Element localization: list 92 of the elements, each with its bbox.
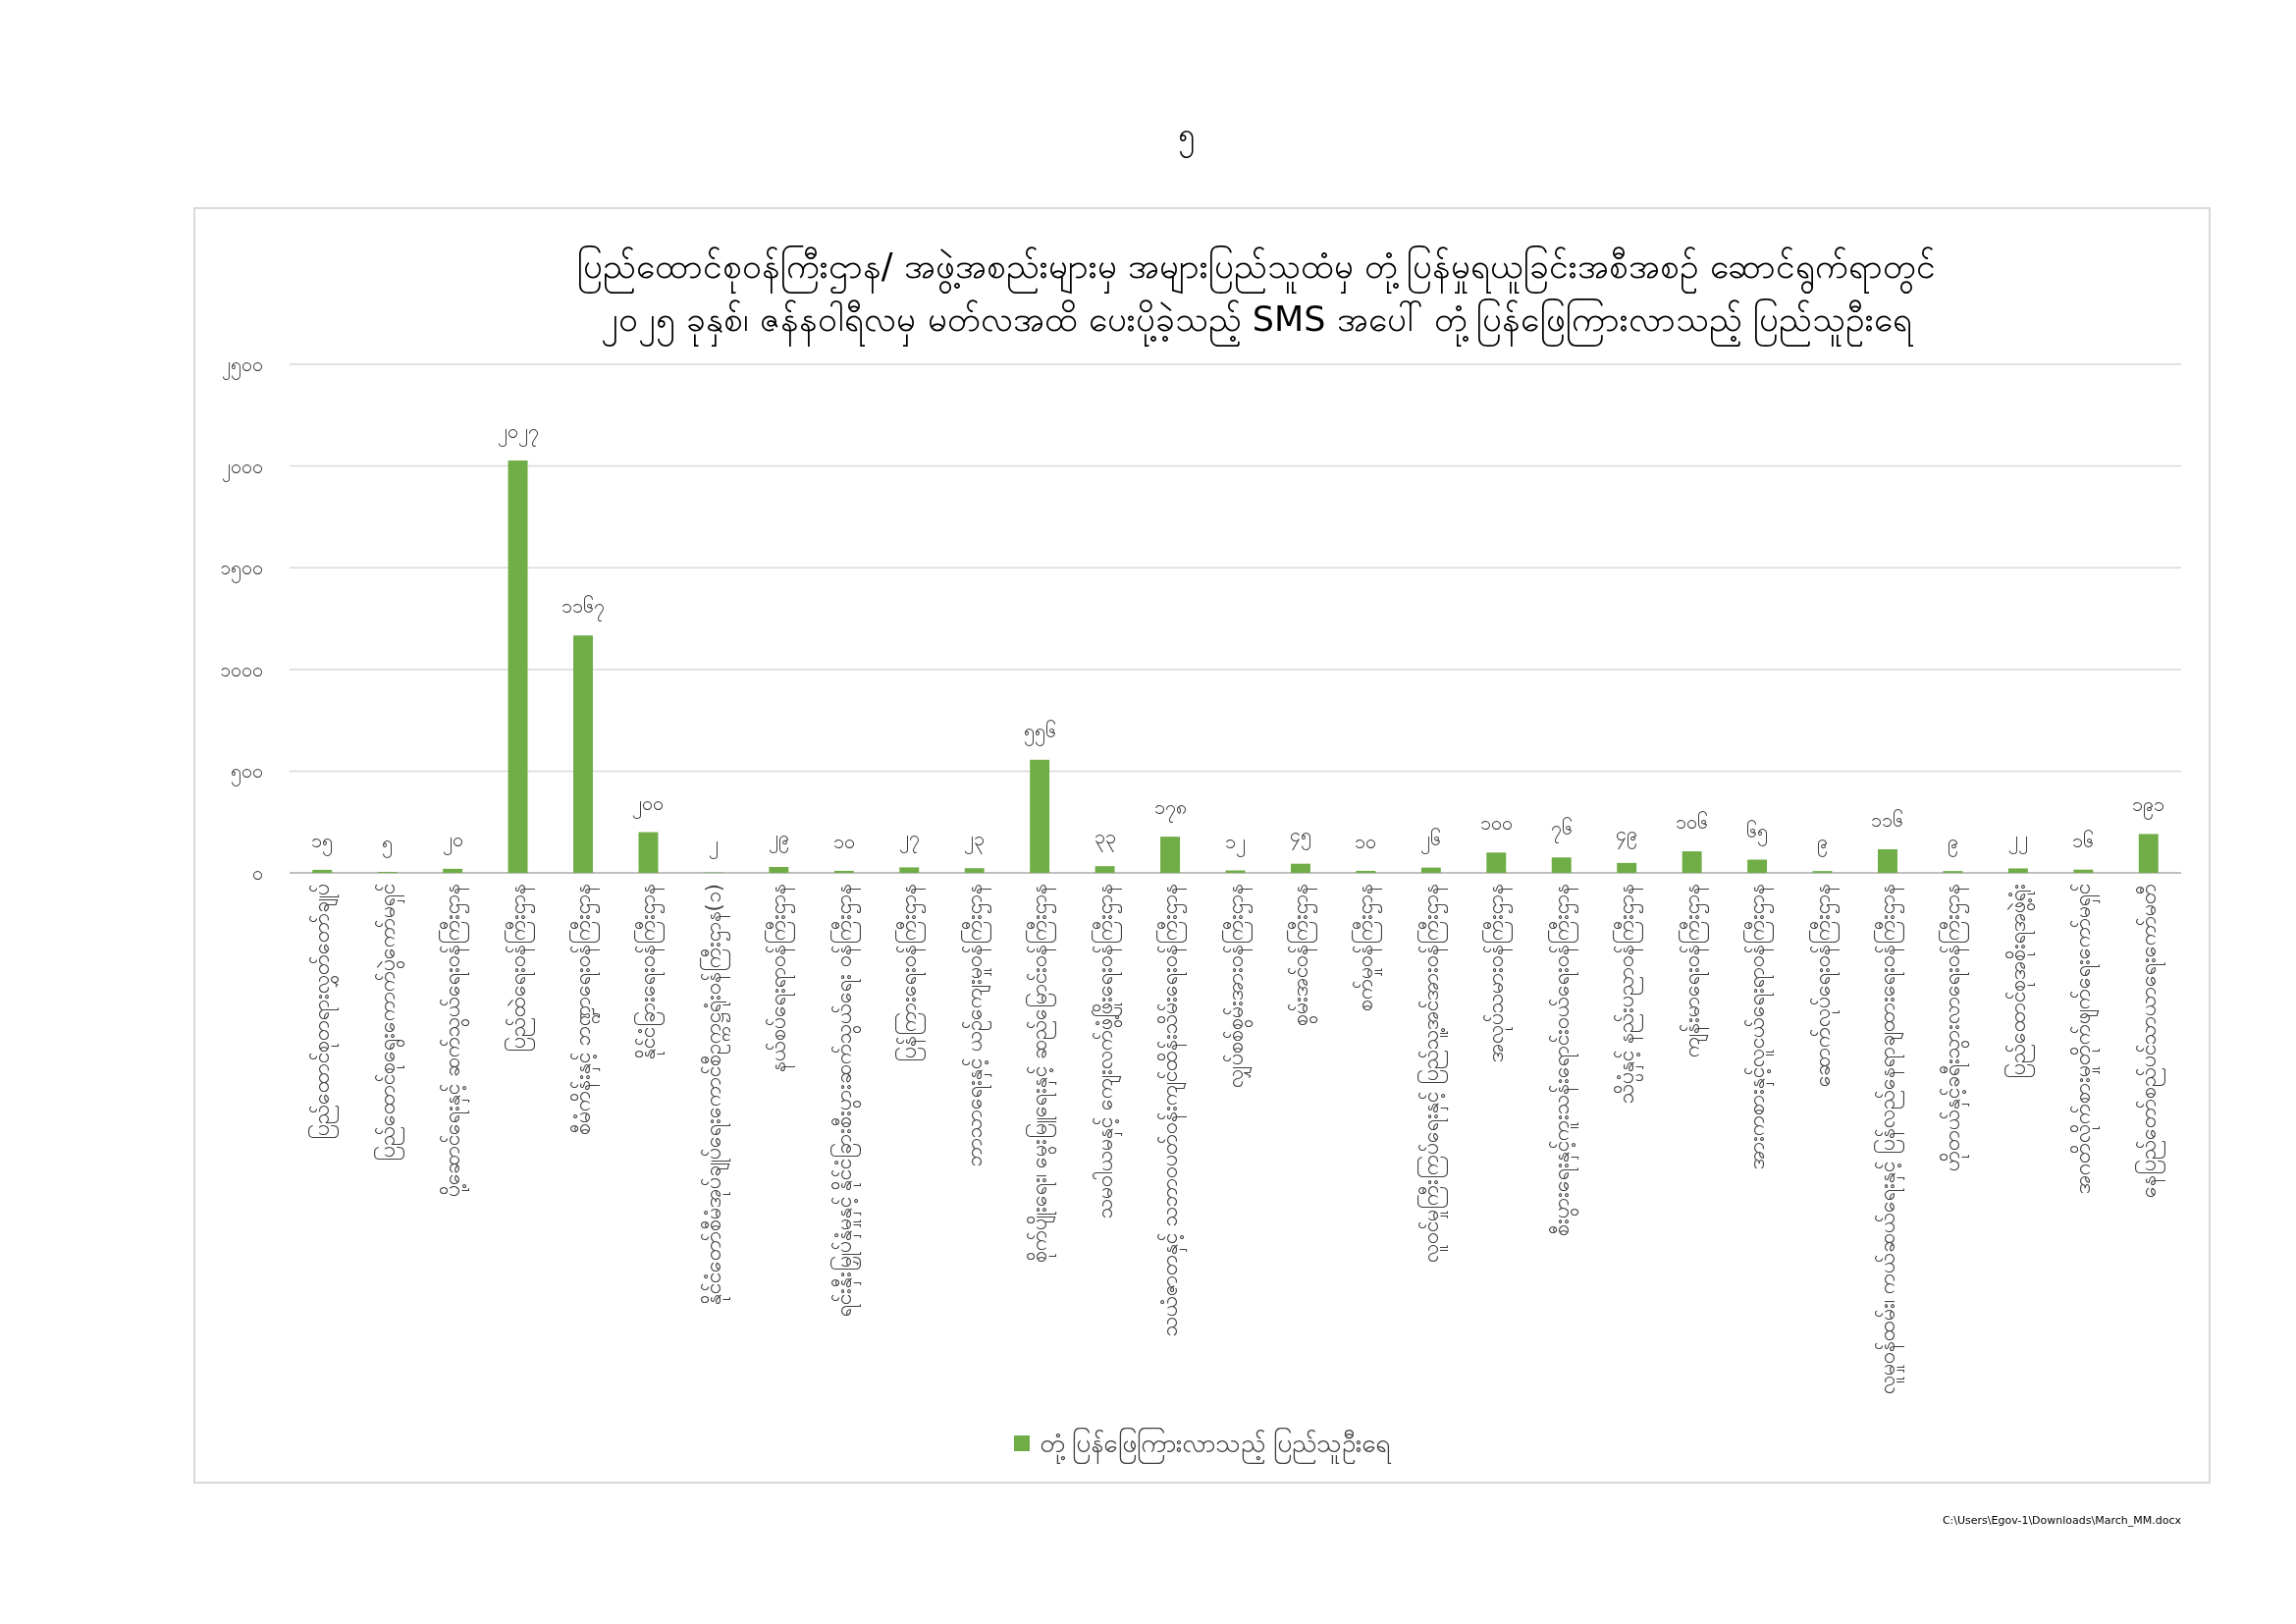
- y-tick-label: ၂၀၀၀: [222, 455, 263, 482]
- data-label: ၁၁၆၇: [561, 594, 606, 623]
- data-label: ၅: [382, 830, 394, 858]
- data-label: ၁၇၈: [1153, 795, 1187, 824]
- x-tick-label: ပို့ဆောင်ရေးနှင့် ဆက်သွယ်ရေးဝန်ကြီးဌာန: [439, 884, 471, 1197]
- x-tick-label: ရင်းနှီးမြှုပ်နှံမှုနှင့် နိုင်ငံခြားစီးပွားဆက်သွယ်ရေး ဝန်ကြီးဌာန: [829, 884, 862, 1318]
- data-label: ၁၀: [832, 829, 855, 853]
- bar: [1878, 848, 1897, 873]
- x-tick-label: ပြန်ကြားရေးဝန်ကြီးဌာန: [895, 884, 927, 1062]
- bar: [1747, 859, 1768, 873]
- bar: [573, 635, 593, 873]
- bar: [1486, 852, 1507, 873]
- x-tick-label: နေပြည်တော်စည်ပင်သာယာရေးကော်မတီ: [2134, 884, 2165, 1198]
- data-label: ၁၀: [1355, 829, 1377, 853]
- y-tick-label: ၂၅၀၀: [222, 353, 263, 380]
- data-label: ၂၀: [442, 827, 463, 855]
- data-label: ၁၀၆: [1676, 810, 1709, 835]
- y-tick-label: ၁၀၀၀: [220, 658, 263, 680]
- y-tick-label: ၀: [252, 862, 263, 884]
- x-tick-label: ပြည်ထောင်စုရွေးကောက်ပွဲကော်မရှင်: [373, 884, 405, 1162]
- data-label: ၂၉: [768, 825, 789, 853]
- data-label: ၉: [1947, 830, 1958, 858]
- x-tick-label: စီမံကိန်းနှင့် ဘဏ္ဍာရေးဝန်ကြီးဌာန: [569, 884, 602, 1135]
- data-label: ၉: [1817, 830, 1829, 858]
- bar: [769, 866, 789, 873]
- bar: [507, 460, 528, 873]
- x-tick-label: နိုင်ငံတော်စီမံအုပ်ချုပ်ရေးကောင်စီဥက္ကဋ္ဌရုံးဝန်ကြီးဌာန(၁): [699, 884, 731, 1306]
- data-label: ၁၂: [1225, 829, 1246, 857]
- data-label: ၂၀၀: [632, 790, 665, 819]
- x-tick-label: ပြည်ထဲရေးဝန်ကြီးဌာန: [504, 884, 535, 1053]
- x-tick-label: လူမှုဝန်ထမ်း၊ ကယ်ဆယ်ရေးနှင့် ပြန်လည်နေရာချထားရေးဝန်ကြီးဌာန: [1873, 884, 1905, 1395]
- x-tick-label: အားကစားနှင့်လူငယ်ရေးရာဝန်ကြီးဌာန: [1743, 884, 1776, 1169]
- bar: [1617, 862, 1637, 873]
- data-label: ၆၅: [1746, 818, 1769, 846]
- data-label: ၁၀၀: [1479, 811, 1513, 836]
- x-tick-label: စွမ်းအင်ဝန်ကြီးဌာန: [1286, 884, 1318, 1026]
- data-label: ၁၉၁: [2132, 792, 2165, 821]
- x-tick-label: သယံဇာတနှင့် သဘာဝပတ်ဝန်းကျင်ထိန်းသိမ်းရေးဝန်ကြီးဌာန: [1156, 884, 1189, 1336]
- data-label: ၂၃: [964, 827, 986, 855]
- data-label: ၂: [708, 831, 719, 859]
- x-tick-label: စီးပွားရေးနှင့်ကူးသန်းရောင်းဝယ်ရေးဝန်ကြီးဌာန: [1547, 884, 1579, 1236]
- bar: [1160, 837, 1181, 873]
- bar: [638, 832, 659, 873]
- bar: [2138, 834, 2159, 873]
- annotation: C:\Users\Egov-1\Downloads\March_MM.docx: [1942, 1513, 2181, 1527]
- title: ပြည်ထောင်စုဝန်ကြီးဌာန/ အဖွဲ့အစည်းများမှ အများပြည်သူထံမှ တုံ့ပြန်မှုရယူခြင်းအစီအစဉ် ဆောင်ရွက်ရာတွင် ၂၀၂၅ ခုနှစ်၊ ဇန်နဝါရီလမှ မတ်လအထိ ပေးပို့ခဲ့သည့် SMS အပေါ် တုံ့ပြန်ဖြေကြားလာသည့် ပြည်သူဦးရေ: [573, 228, 1940, 357]
- data-label: ၂၀၂၇: [497, 419, 539, 448]
- bar: [1551, 857, 1572, 873]
- data-label: ၁၆: [2072, 828, 2095, 852]
- data-label: ၇၆: [1550, 816, 1573, 844]
- y-tick-label: ၁၅၀၀: [220, 557, 263, 584]
- data-label: ၂၂: [2007, 827, 2028, 855]
- bar: [1030, 759, 1050, 873]
- data-label: ၃၃: [1094, 825, 1116, 853]
- x-tick-label: စက်မှုဝန်ကြီးဌာန: [1352, 884, 1383, 1011]
- x-tick-label: သိပ္ပံနှင့် နည်းပညာဝန်ကြီးဌာန: [1613, 884, 1645, 1104]
- bar: [312, 869, 333, 873]
- x-tick-label: အဂတိလိုက်စားမှုတိုက်ဖျက်ရေးကော်မရှင်: [2070, 884, 2102, 1194]
- bar: [964, 868, 985, 873]
- x-tick-label: နယ်စပ်ရေးရာဝန်ကြီးဌာန: [765, 884, 796, 1072]
- x-tick-label: လူဝင်မှုကြီးကြပ်ရေးနှင့် ပြည်သူ့အင်အားဝန်ကြီးဌာန: [1416, 884, 1449, 1263]
- data-label: ၄၉: [1616, 821, 1638, 849]
- x-tick-label: နိုင်ငံခြားရေးဝန်ကြီးဌာန: [634, 884, 666, 1059]
- bar: [1682, 851, 1702, 873]
- bar: [1356, 870, 1376, 873]
- x-tick-label: အလုပ်သမားဝန်ကြီးဌာန: [1482, 884, 1514, 1062]
- data-label: ၅၅၆: [1023, 718, 1056, 746]
- x-tick-label: ပြည်ထောင်စုအစိုးရအဖွဲ့ရုံး: [2003, 884, 2036, 1079]
- bar: [833, 870, 854, 873]
- x-tick-label: သမဝါယမနှင့် ကျေးလက်ဖွံ့ဖြိုးရေးဝန်ကြီးဌာန: [1091, 884, 1123, 1218]
- x-tick-label: စိုက်ပျိုးရေး၊ မွေးမြူရေးနှင့် ဆည်မြောင်းဝန်ကြီးဌာန: [1026, 884, 1058, 1264]
- x-tick-label: ဘာသာရေးနှင့် ယဉ်ကျေးမှုဝန်ကြီးဌာန: [960, 884, 992, 1166]
- y-tick-label: ၅၀၀: [231, 760, 263, 787]
- data-label: ၂၇: [898, 826, 920, 854]
- annotation: ၅: [1177, 110, 1195, 159]
- data-label: ၁၅: [311, 828, 334, 856]
- bar: [1095, 866, 1115, 873]
- data-label: ၂၆: [1420, 826, 1442, 854]
- x-tick-label: ဆောက်လုပ်ရေးဝန်ကြီးဌာန: [1808, 884, 1840, 1087]
- x-tick-label: ဟိုတယ်နှင့်ခရီးသွားလာရေးဝန်ကြီးဌာန: [1939, 884, 1971, 1171]
- bar: [2073, 869, 2094, 873]
- legend-label: တုံ့ပြန်ဖြေကြားလာသည့် ပြည်သူဦးရေ: [1039, 1422, 1391, 1465]
- data-label: ၄၅: [1289, 822, 1311, 850]
- bar: [2007, 868, 2028, 873]
- x-tick-label: လျှပ်စစ်စွမ်းအားဝန်ကြီးဌာန: [1221, 884, 1254, 1088]
- bar: [899, 867, 920, 873]
- bar: [1420, 867, 1441, 873]
- x-tick-label: ပြည်ထောင်စုတရားလွှတ်တော်ချုပ်: [308, 884, 341, 1140]
- x-tick-label: ကျန်းမာရေးဝန်ကြီးဌာန: [1678, 884, 1709, 1057]
- bar: [443, 868, 463, 873]
- bar: [1290, 863, 1310, 873]
- data-label: ၁၁၆: [1871, 807, 1904, 832]
